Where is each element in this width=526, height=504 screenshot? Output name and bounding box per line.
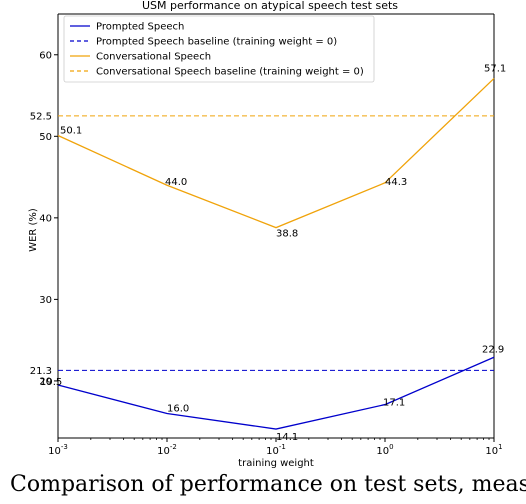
data-label: 19.5 xyxy=(40,377,62,388)
plot-area: 20 30 40 50 60 10-3 10-2 10-1 100 101 21.3 52.5 19.5… xyxy=(30,13,506,457)
x-tick-label: 10-3 xyxy=(48,443,68,457)
figure-caption: Comparison of performance on test sets, … xyxy=(10,472,526,497)
x-tick-label: 100 xyxy=(376,443,393,457)
data-label: 22.9 xyxy=(482,344,504,355)
data-label: 16.0 xyxy=(167,404,189,415)
baseline-tick-label: 21.3 xyxy=(30,366,52,377)
data-label: 50.1 xyxy=(60,125,82,136)
x-tick-label: 10-2 xyxy=(157,443,177,457)
baseline-tick-label: 52.5 xyxy=(30,111,52,122)
y-tick-label: 40 xyxy=(39,213,52,224)
chart-title: USM performance on atypical speech test … xyxy=(142,0,398,12)
x-axis-label: training weight xyxy=(238,458,314,469)
x-tick-label: 10-1 xyxy=(266,443,286,457)
series-line-1 xyxy=(57,77,495,229)
legend-entry: Prompted Speech baseline (training weigh… xyxy=(96,37,337,48)
legend-entry: Conversational Speech baseline (training… xyxy=(96,67,364,78)
series-line-0 xyxy=(57,356,495,430)
y-axis-label: WER (%) xyxy=(28,208,39,252)
x-tick-label: 101 xyxy=(485,443,502,457)
data-label: 57.1 xyxy=(484,63,506,74)
line-chart: USM performance on atypical speech test … xyxy=(28,0,506,469)
data-label: 44.3 xyxy=(385,177,407,188)
data-label: 38.8 xyxy=(276,229,298,240)
data-label: 44.0 xyxy=(165,177,187,188)
legend-box xyxy=(63,15,375,83)
y-tick-label: 60 xyxy=(39,50,52,61)
y-tick-label: 20 xyxy=(39,376,52,387)
legend-entry: Prompted Speech xyxy=(96,22,184,33)
y-tick-label: 30 xyxy=(39,295,52,306)
y-tick-label: 50 xyxy=(39,132,52,143)
data-label: 14.1 xyxy=(276,432,298,443)
data-label: 17.1 xyxy=(383,398,405,409)
legend-entry: Conversational Speech xyxy=(96,52,211,63)
